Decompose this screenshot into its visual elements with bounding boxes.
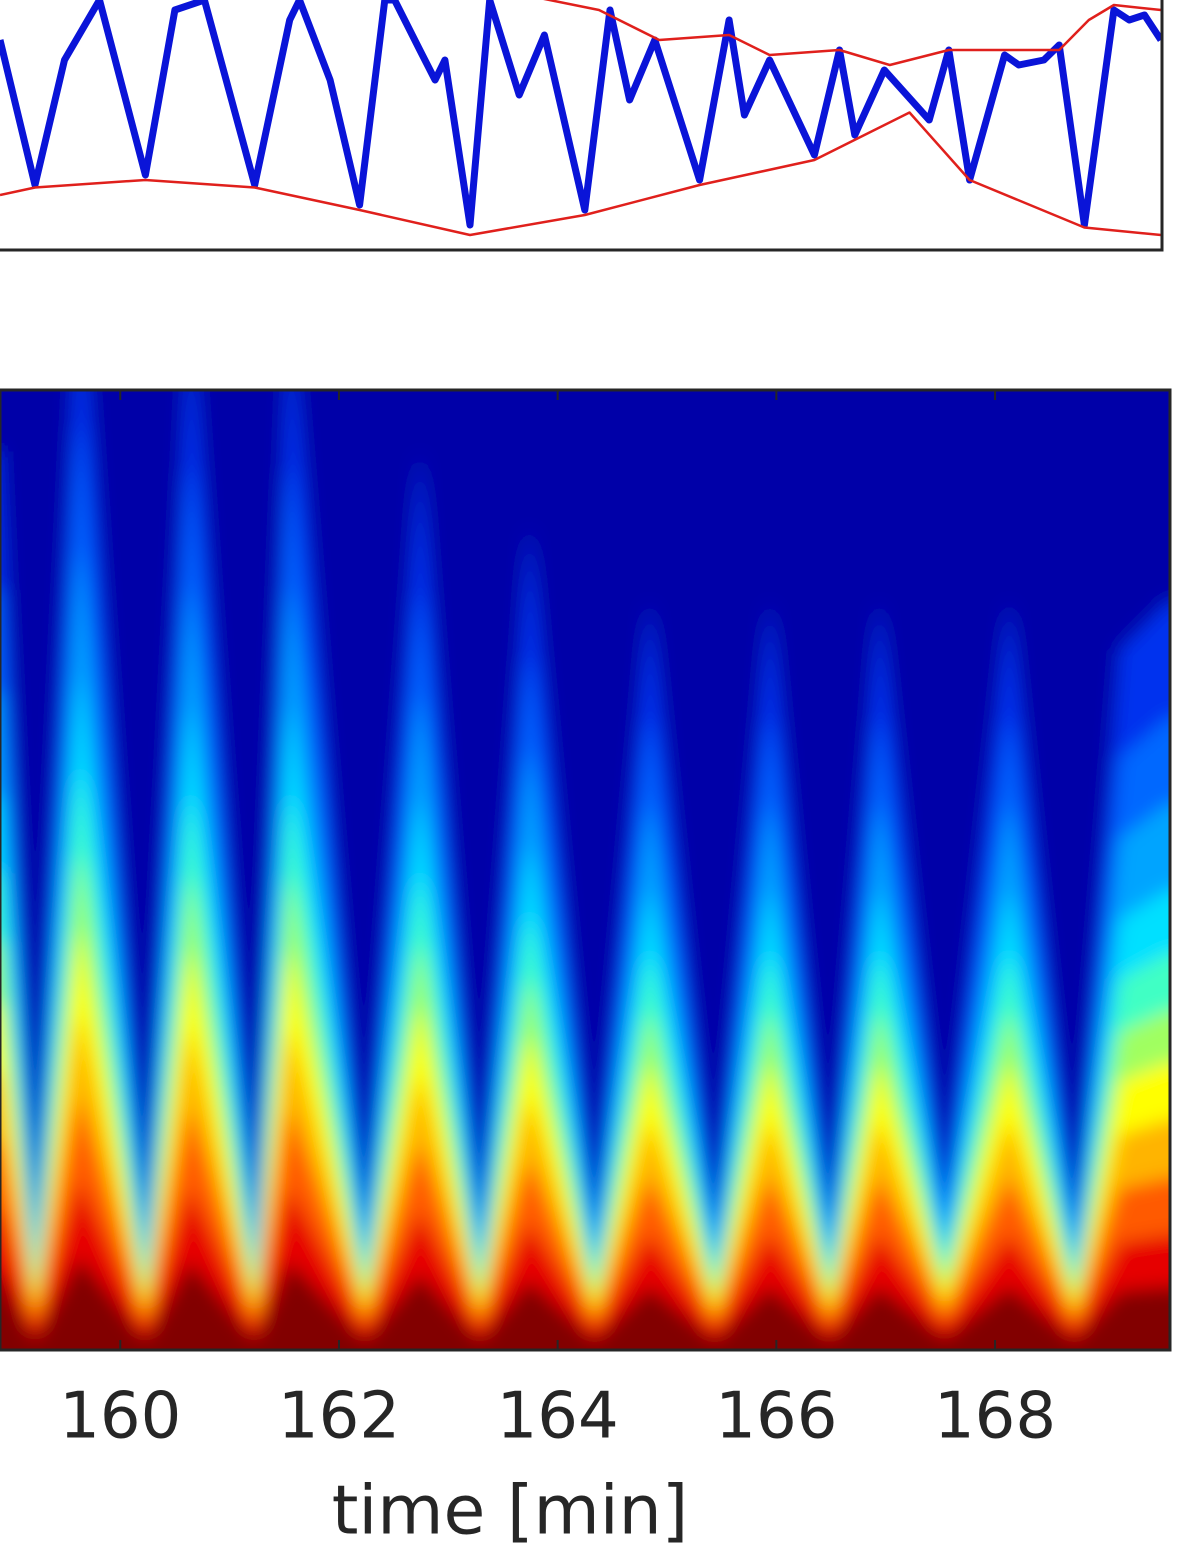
x-tick-label: 168 <box>934 1380 1056 1454</box>
axis-frame <box>0 388 1172 1352</box>
top-plot <box>0 0 1162 237</box>
axes: 160 162 164 166 168 <box>0 0 1172 1454</box>
x-tick-label: 160 <box>59 1380 181 1454</box>
x-tick-label: 166 <box>715 1380 837 1454</box>
bottom-plot <box>0 390 1170 1350</box>
x-tick-label: 162 <box>278 1380 400 1454</box>
contour-layers <box>0 390 1170 1350</box>
x-axis-label: time [min] <box>332 1472 689 1551</box>
axis-frame <box>0 0 1164 252</box>
envelope-line <box>543 0 1162 67</box>
contour-band <box>0 1257 1170 1350</box>
x-tick-label: 164 <box>497 1380 619 1454</box>
signal-line <box>0 0 1162 229</box>
envelope-line <box>0 111 1162 237</box>
